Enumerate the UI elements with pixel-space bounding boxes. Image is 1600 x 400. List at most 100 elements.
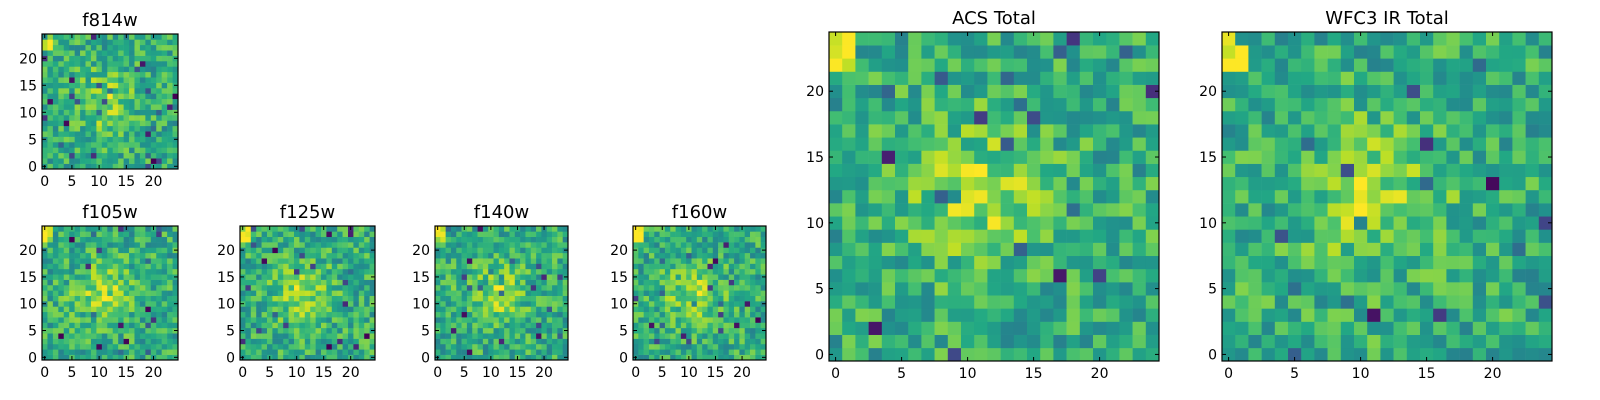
heatmap-cell <box>1367 124 1381 138</box>
heatmap-cell <box>47 163 54 170</box>
heatmap-cell <box>440 268 446 275</box>
heatmap-cell <box>643 338 650 345</box>
heatmap-cell <box>123 82 130 89</box>
heatmap-cell <box>1132 203 1147 217</box>
heatmap-cell <box>450 338 457 345</box>
heatmap-cell <box>245 338 252 345</box>
heatmap-cell <box>85 125 92 132</box>
heatmap-cell <box>1106 163 1120 178</box>
heatmap-cell <box>261 284 268 291</box>
heatmap-cell <box>52 88 59 94</box>
heatmap-cell <box>107 274 114 280</box>
heatmap-cell <box>1327 242 1342 257</box>
heatmap-cell <box>161 98 168 105</box>
heatmap-cell <box>1512 124 1526 138</box>
heatmap-cell <box>702 247 708 254</box>
heatmap-cell <box>472 268 478 275</box>
heatmap-cell <box>1093 268 1107 283</box>
heatmap-cell <box>1472 97 1487 112</box>
heatmap-cell <box>723 226 730 232</box>
heatmap-cell <box>1040 97 1054 112</box>
heatmap-cell <box>1340 216 1355 230</box>
heatmap-cell <box>90 39 97 46</box>
heatmap-cell <box>63 295 70 302</box>
heatmap-cell <box>42 258 48 264</box>
heatmap-cell <box>101 343 108 350</box>
heatmap-cell <box>648 274 655 280</box>
heatmap-cell <box>1235 268 1249 283</box>
heatmap-cell <box>921 216 935 230</box>
heatmap-cell <box>1040 308 1054 322</box>
heatmap-cell <box>504 231 510 238</box>
heatmap-cell <box>504 268 510 275</box>
heatmap-cell <box>525 268 532 275</box>
heatmap-cell <box>42 284 48 291</box>
heatmap-cell <box>321 322 327 329</box>
heatmap-cell <box>466 263 473 270</box>
heatmap-cell <box>868 163 883 178</box>
heatmap-cell <box>461 311 468 318</box>
heatmap-cell <box>1145 268 1160 283</box>
heatmap-cell <box>1446 137 1460 151</box>
heatmap-cell <box>868 71 883 85</box>
heatmap-cell <box>1093 150 1107 164</box>
heatmap-cell <box>261 263 268 270</box>
heatmap-cell <box>1093 308 1107 322</box>
heatmap-cell <box>112 44 119 51</box>
heatmap-cell <box>107 327 114 334</box>
heatmap-cell <box>643 274 650 280</box>
heatmap-cell <box>161 274 168 280</box>
heatmap-cell <box>1472 137 1487 151</box>
heatmap-cell <box>134 66 141 73</box>
heatmap-cell <box>461 317 468 323</box>
heatmap-cell <box>718 311 724 318</box>
heatmap-cell <box>69 311 75 318</box>
heatmap-cell <box>514 349 521 355</box>
heatmap-cell <box>101 268 108 275</box>
heatmap-cell <box>69 338 75 345</box>
heatmap-cell <box>47 258 54 264</box>
heatmap-cell <box>1327 347 1342 362</box>
heatmap-cell <box>134 322 141 329</box>
heatmap-cell <box>69 158 75 164</box>
heatmap-cell <box>348 290 354 296</box>
heatmap-cell <box>150 115 157 121</box>
heatmap-cell <box>829 268 843 283</box>
heatmap-cell <box>1499 216 1513 230</box>
heatmap-cell <box>369 268 376 275</box>
heatmap-cell <box>934 334 949 349</box>
heatmap-cell <box>536 284 542 291</box>
heatmap-cell <box>161 104 168 110</box>
heatmap-cell <box>1314 216 1328 230</box>
heatmap-cell <box>80 93 86 100</box>
heatmap-cell <box>1053 45 1067 59</box>
heatmap-cell <box>1053 71 1067 85</box>
heatmap-cell <box>680 306 687 313</box>
heatmap-cell <box>172 349 179 355</box>
heatmap-cell <box>134 247 141 254</box>
heatmap-cell <box>1066 150 1081 164</box>
heatmap-cell <box>482 268 489 275</box>
heatmap-cell <box>139 158 146 164</box>
heatmap-cell <box>855 45 869 59</box>
heatmap-cell <box>750 252 756 259</box>
heatmap-cell <box>342 236 349 243</box>
heatmap-cell <box>1288 295 1302 309</box>
heatmap-cell <box>525 226 532 232</box>
heatmap-cell <box>58 322 65 329</box>
heatmap-cell <box>1248 347 1262 362</box>
heatmap-cell <box>934 137 949 151</box>
heatmap-cell <box>1079 347 1094 362</box>
heatmap-cell <box>156 354 162 361</box>
heatmap-cell <box>509 242 516 248</box>
heatmap-cell <box>562 268 569 275</box>
heatmap-cell <box>150 252 157 259</box>
heatmap-cell <box>288 279 295 286</box>
heatmap-cell <box>42 322 48 329</box>
heatmap-cell <box>712 349 719 355</box>
heatmap-cell <box>461 327 468 334</box>
heatmap-cell <box>123 333 130 339</box>
heatmap-cell <box>90 109 97 116</box>
heatmap-cell <box>702 343 708 350</box>
heatmap-cell <box>718 284 724 291</box>
